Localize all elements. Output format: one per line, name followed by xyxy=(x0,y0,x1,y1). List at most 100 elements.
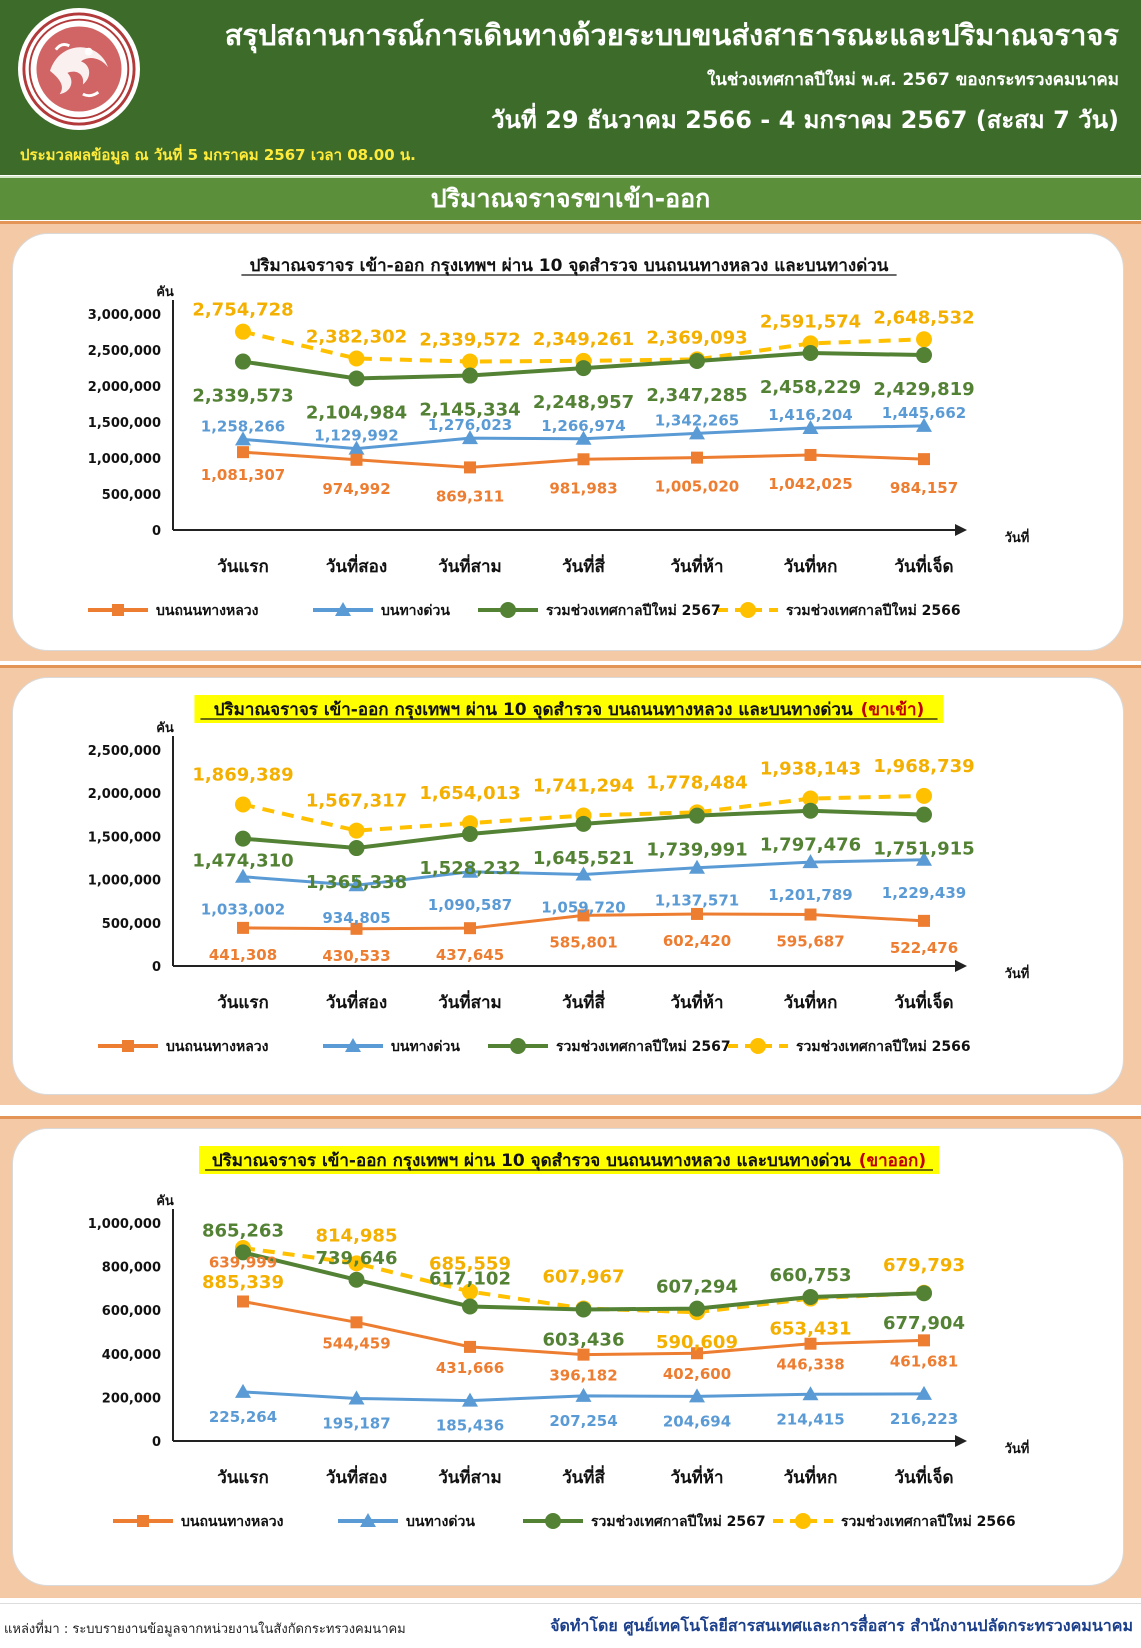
x-tick-label: วันที่ห้า xyxy=(670,1465,723,1488)
legend-label-total_2567: รวมช่วงเทศกาลปีใหม่ 2567 xyxy=(591,1512,766,1530)
y-tick-label: 1,000,000 xyxy=(88,874,161,889)
x-tick-label: วันที่หก xyxy=(784,990,838,1013)
x-tick-label: วันที่หก xyxy=(784,554,838,577)
y-tick-label: 0 xyxy=(152,1435,161,1450)
data-point-total_2567 xyxy=(348,840,365,857)
data-label-total_2566: 1,938,143 xyxy=(760,759,861,780)
chart-title-main: ปริมาณจราจร เข้า-ออก กรุงเทพฯ ผ่าน 10 จุ… xyxy=(214,700,853,720)
data-label-total_2566: 2,339,572 xyxy=(419,330,520,351)
data-point-total_2566 xyxy=(916,331,932,348)
data-point-total_2566 xyxy=(348,822,365,839)
x-tick-label: วันแรก xyxy=(217,1468,269,1488)
series-highway xyxy=(237,446,930,474)
data-point-total_2566 xyxy=(235,323,251,340)
data-point-expressway xyxy=(348,1390,365,1405)
data-label-total_2567: 2,429,819 xyxy=(873,379,974,400)
data-point-highway xyxy=(918,453,930,466)
data-label-expressway: 1,258,266 xyxy=(201,417,285,435)
data-label-total_2566: 1,741,294 xyxy=(533,776,634,797)
chart-outbound: ปริมาณจราจร เข้า-ออก กรุงเทพฯ ผ่าน 10 จุ… xyxy=(88,1146,1029,1530)
y-tick-label: 800,000 xyxy=(102,1261,161,1276)
data-point-highway xyxy=(918,914,930,927)
legend-label-expressway: บนทางด่วน xyxy=(391,1039,460,1055)
data-label-highway: 1,081,307 xyxy=(201,466,285,484)
x-tick-label: วันที่เจ็ด xyxy=(894,1465,953,1488)
data-label-expressway: 1,342,265 xyxy=(655,411,739,429)
series-expressway xyxy=(235,1383,932,1407)
seal-emblem-icon xyxy=(22,12,136,126)
x-tick-label: วันแรก xyxy=(217,557,269,577)
data-point-expressway xyxy=(235,868,251,883)
data-label-total_2567: 739,646 xyxy=(316,1248,398,1269)
data-label-highway: 544,459 xyxy=(322,1334,390,1352)
legend-marker-highway xyxy=(122,1040,134,1052)
legend-label-expressway: บนทางด่วน xyxy=(406,1514,475,1530)
prepared-by: จัดทำโดย ศูนย์เทคโนโลยีสารสนเทศและการสื่… xyxy=(550,1616,1133,1635)
data-label-total_2567: 865,263 xyxy=(202,1220,284,1241)
data-label-total_2566: 1,968,739 xyxy=(873,756,974,777)
x-tick-label: วันที่สาม xyxy=(438,990,502,1013)
data-point-total_2567 xyxy=(916,806,932,823)
data-point-highway xyxy=(464,461,476,474)
legend-marker-total_2566 xyxy=(750,1038,766,1054)
x-tick-label: วันที่สี่ xyxy=(562,554,605,577)
legend: บนถนนทางหลวง บนทางด่วน รวมช่วงเทศกาลปีใหม่… xyxy=(98,1037,971,1055)
data-label-highway: 441,308 xyxy=(209,946,277,964)
legend-label-expressway: บนทางด่วน xyxy=(381,603,450,619)
x-tick-label: วันที่เจ็ด xyxy=(894,990,953,1013)
data-label-expressway: 1,137,571 xyxy=(655,892,739,910)
data-point-expressway xyxy=(575,866,592,881)
y-tick-label: 2,500,000 xyxy=(88,744,161,759)
data-label-highway: 639,999 xyxy=(209,1253,277,1271)
data-label-total_2566: 2,591,574 xyxy=(760,311,861,332)
data-label-highway: 974,992 xyxy=(322,480,390,498)
data-label-highway: 595,687 xyxy=(776,933,844,951)
data-label-total_2566: 2,369,093 xyxy=(646,327,747,348)
data-label-highway: 869,311 xyxy=(436,487,504,505)
data-point-total_2567 xyxy=(689,352,705,369)
data-label-highway: 585,801 xyxy=(549,933,617,951)
y-tick-label: 500,000 xyxy=(102,917,161,932)
data-label-highway: 1,042,025 xyxy=(768,475,852,493)
data-point-total_2567 xyxy=(235,353,251,370)
data-point-highway xyxy=(464,922,476,935)
data-label-total_2567: 1,645,521 xyxy=(533,848,634,869)
data-label-total_2567: 1,739,991 xyxy=(646,840,747,861)
data-label-total_2566: 2,754,728 xyxy=(192,300,293,321)
chart-band-inbound: ปริมาณจราจร เข้า-ออก กรุงเทพฯ ผ่าน 10 จุ… xyxy=(0,665,1141,1105)
data-label-total_2566: 814,985 xyxy=(316,1225,398,1246)
data-point-highway xyxy=(237,1295,249,1308)
chart-title-group: ปริมาณจราจร เข้า-ออก กรุงเทพฯ ผ่าน 10 จุ… xyxy=(194,695,944,723)
data-point-expressway xyxy=(916,851,932,866)
data-point-expressway xyxy=(575,1387,592,1402)
data-label-expressway: 1,276,023 xyxy=(428,416,512,434)
data-point-total_2566 xyxy=(802,790,819,807)
data-label-total_2567: 660,753 xyxy=(770,1265,852,1286)
data-label-highway: 431,666 xyxy=(436,1359,504,1377)
data-point-highway xyxy=(691,1347,703,1360)
x-tick-label: วันที่หก xyxy=(784,1465,838,1488)
legend-label-total_2567: รวมช่วงเทศกาลปีใหม่ 2567 xyxy=(546,601,721,619)
legend-label-total_2566: รวมช่วงเทศกาลปีใหม่ 2566 xyxy=(786,601,961,619)
chart-title-main: ปริมาณจราจร เข้า-ออก กรุงเทพฯ ผ่าน 10 จุ… xyxy=(250,256,889,276)
data-label-expressway: 1,445,662 xyxy=(882,404,966,422)
data-label-total_2567: 1,751,915 xyxy=(873,839,974,860)
data-point-expressway xyxy=(462,1392,478,1407)
data-point-highway xyxy=(804,908,817,921)
data-point-total_2567 xyxy=(235,1244,251,1261)
data-point-expressway xyxy=(916,1385,932,1400)
data-point-total_2566 xyxy=(348,1255,365,1272)
data-label-total_2567: 2,104,984 xyxy=(306,402,407,423)
series-expressway xyxy=(235,417,932,455)
x-tick-label: วันที่สาม xyxy=(438,554,502,577)
data-point-expressway xyxy=(802,1386,819,1401)
data-label-expressway: 934,805 xyxy=(322,909,390,927)
data-label-total_2567: 1,474,310 xyxy=(192,851,293,872)
date-range: วันที่ 29 ธันวาคม 2566 - 4 มกราคม 2567 (… xyxy=(491,106,1119,134)
data-label-total_2567: 2,458,229 xyxy=(760,377,861,398)
x-tick-label: วันที่สาม xyxy=(438,1465,502,1488)
x-tick-label: วันที่ห้า xyxy=(670,554,723,577)
data-label-total_2567: 677,904 xyxy=(883,1313,965,1334)
legend-label-total_2566: รวมช่วงเทศกาลปีใหม่ 2566 xyxy=(841,1512,1016,1530)
data-label-highway: 1,005,020 xyxy=(655,478,739,496)
